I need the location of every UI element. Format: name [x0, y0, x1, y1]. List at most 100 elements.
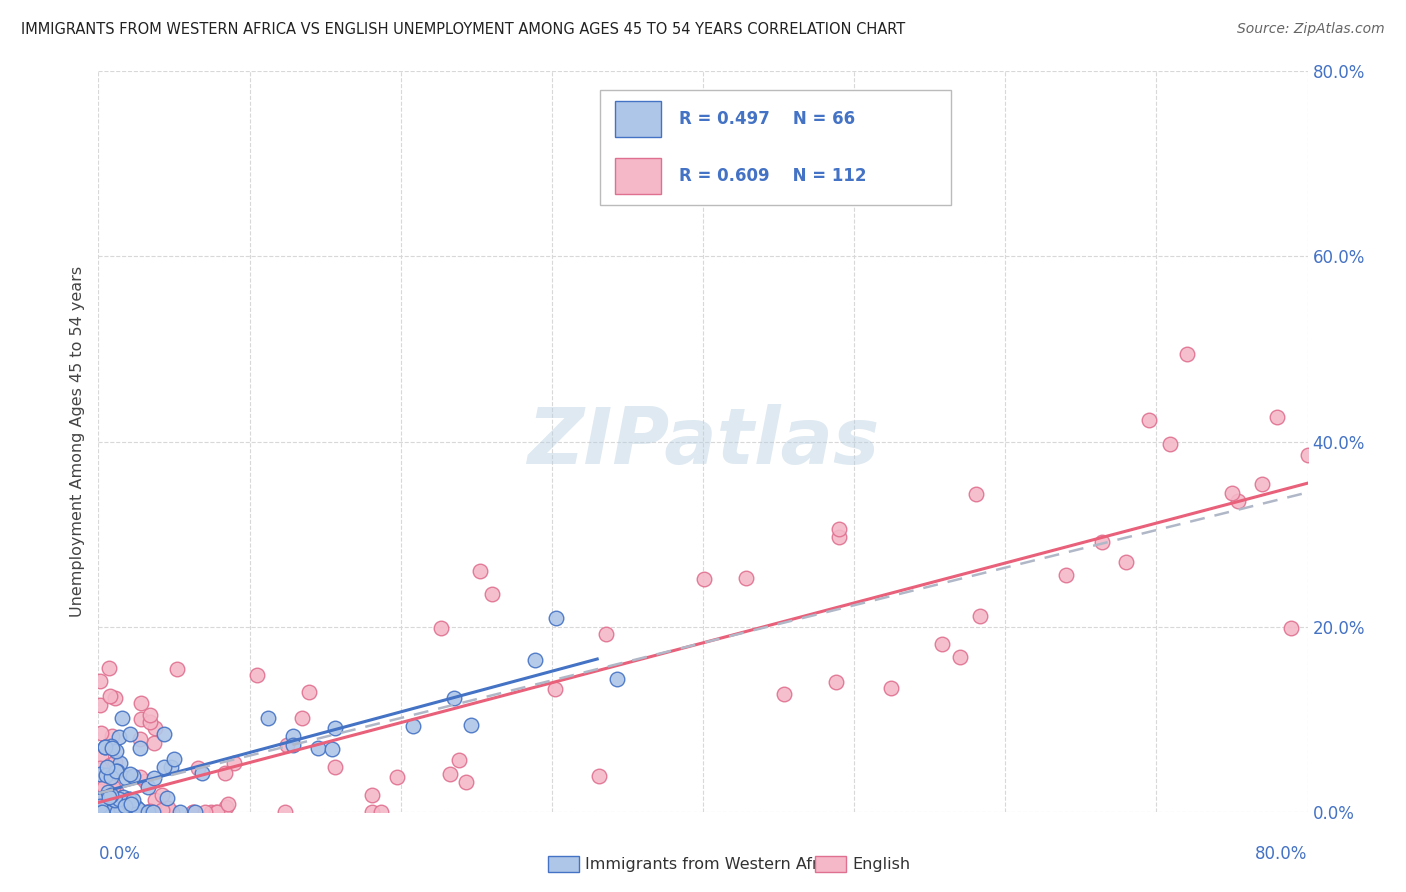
Point	[89, 776, 111, 790]
Point	[98, 757, 121, 772]
Text: R = 0.497    N = 66: R = 0.497 N = 66	[679, 110, 855, 128]
Point	[104, 691, 127, 706]
Point	[108, 730, 131, 744]
Point	[323, 721, 346, 735]
Point	[103, 798, 125, 813]
Point	[120, 726, 142, 740]
Point	[160, 760, 183, 774]
Point	[1137, 413, 1160, 427]
Text: 0.0%: 0.0%	[98, 845, 141, 863]
Point	[122, 805, 145, 819]
Point	[1054, 568, 1077, 582]
Point	[470, 564, 492, 578]
Point	[120, 797, 142, 811]
Point	[105, 764, 128, 779]
Point	[166, 662, 188, 676]
Point	[321, 742, 343, 756]
Point	[205, 805, 228, 819]
Point	[98, 805, 121, 819]
Point	[307, 741, 329, 756]
Point	[132, 805, 155, 819]
Text: English: English	[852, 857, 910, 871]
Point	[828, 522, 851, 536]
Point	[439, 767, 461, 781]
Point	[96, 760, 118, 774]
Point	[100, 788, 122, 802]
FancyBboxPatch shape	[614, 158, 661, 194]
Point	[89, 799, 111, 814]
Point	[128, 741, 150, 756]
Point	[1175, 347, 1198, 361]
Point	[97, 805, 120, 819]
Point	[429, 621, 451, 635]
Point	[90, 749, 112, 764]
Point	[931, 637, 953, 651]
Point	[125, 805, 148, 819]
Point	[163, 752, 186, 766]
Point	[94, 768, 117, 782]
Text: ZIPatlas: ZIPatlas	[527, 403, 879, 480]
Point	[94, 740, 117, 755]
Point	[325, 760, 347, 774]
Point	[370, 805, 392, 819]
Point	[1220, 486, 1243, 500]
Point	[152, 760, 174, 774]
Point	[97, 785, 120, 799]
Point	[93, 780, 115, 795]
Point	[150, 788, 173, 802]
Point	[136, 805, 159, 819]
Point	[1159, 437, 1181, 451]
Point	[139, 715, 162, 730]
Point	[89, 805, 111, 819]
Point	[142, 805, 165, 819]
Point	[105, 783, 128, 797]
Point	[187, 760, 209, 774]
Point	[595, 627, 617, 641]
Point	[94, 791, 117, 805]
Point	[274, 805, 297, 819]
Point	[965, 487, 987, 501]
Point	[100, 789, 122, 804]
Point	[524, 652, 547, 666]
Point	[481, 586, 503, 600]
Point	[880, 681, 903, 695]
Point	[97, 805, 120, 819]
Point	[90, 789, 112, 804]
Point	[1279, 621, 1302, 635]
Point	[105, 805, 128, 819]
Point	[122, 805, 145, 819]
Point	[276, 738, 298, 752]
Point	[1267, 410, 1289, 425]
Point	[153, 726, 176, 740]
Point	[1091, 534, 1114, 549]
Point	[449, 753, 471, 767]
Point	[160, 805, 183, 819]
Text: IMMIGRANTS FROM WESTERN AFRICA VS ENGLISH UNEMPLOYMENT AMONG AGES 45 TO 54 YEARS: IMMIGRANTS FROM WESTERN AFRICA VS ENGLIS…	[21, 22, 905, 37]
Point	[93, 739, 115, 754]
Point	[693, 572, 716, 586]
Point	[89, 784, 111, 798]
Point	[114, 799, 136, 814]
Point	[105, 798, 128, 813]
FancyBboxPatch shape	[600, 90, 950, 204]
Point	[105, 805, 128, 819]
Point	[402, 719, 425, 733]
Point	[772, 687, 794, 701]
Point	[184, 805, 207, 819]
Point	[200, 805, 222, 819]
Point	[128, 805, 150, 819]
Point	[91, 805, 114, 819]
Point	[129, 732, 152, 747]
Point	[104, 793, 127, 807]
Point	[112, 805, 135, 819]
Point	[291, 711, 314, 725]
Point	[1115, 555, 1137, 569]
Point	[143, 736, 166, 750]
Point	[98, 791, 121, 805]
Point	[110, 795, 132, 809]
Point	[101, 780, 124, 795]
Point	[134, 773, 156, 788]
Point	[105, 764, 128, 779]
Point	[281, 738, 304, 752]
Point	[89, 766, 111, 780]
